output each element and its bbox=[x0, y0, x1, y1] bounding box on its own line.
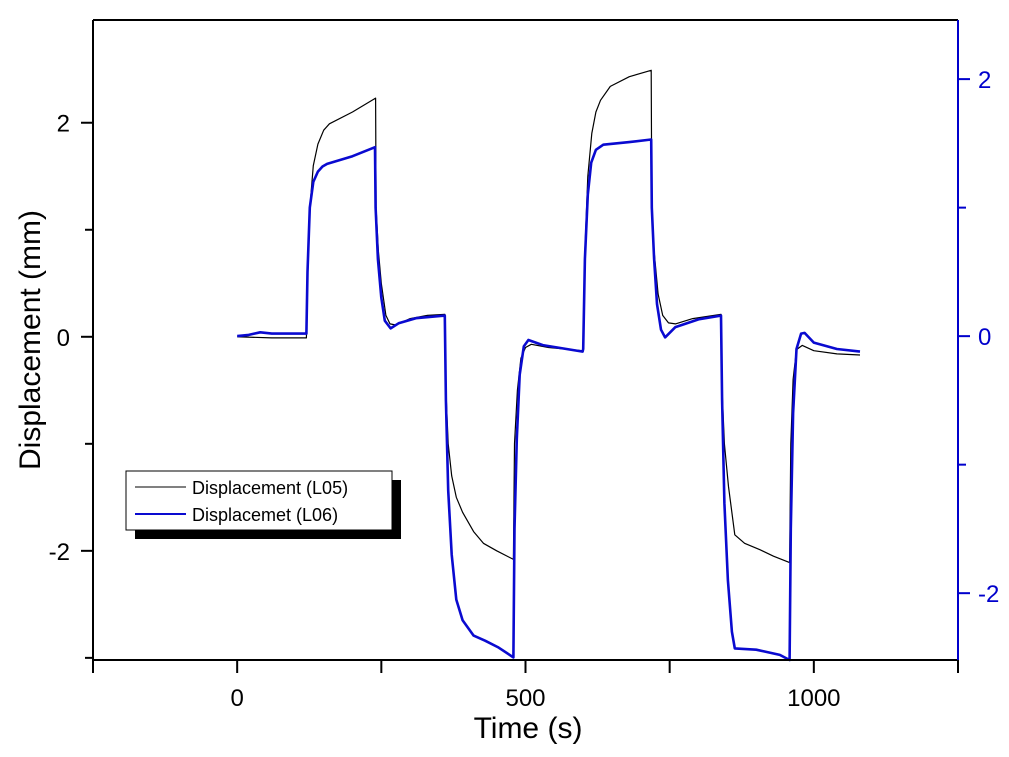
left-y-tick-label: 2 bbox=[57, 111, 70, 138]
right-y-tick-label: 0 bbox=[978, 324, 991, 351]
x-axis-title: Time (s) bbox=[474, 712, 583, 745]
left-y-tick-label: -2 bbox=[49, 539, 70, 566]
series-layer bbox=[237, 69, 861, 662]
x-tick-label: 1000 bbox=[787, 685, 840, 712]
axes-layer bbox=[92, 19, 959, 661]
y-axis-title: Displacement (mm) bbox=[14, 210, 47, 470]
left-y-tick-label: 0 bbox=[57, 325, 70, 352]
right-y-tick-label: -2 bbox=[978, 581, 999, 608]
legend: Displacement (L05) Displacemet (L06) bbox=[125, 470, 401, 539]
ticks-layer: 0 500 1000 2 0 -2 2 0 -2 bbox=[49, 67, 1000, 712]
x-tick-label: 500 bbox=[505, 685, 545, 712]
legend-label-l06: Displacemet (L06) bbox=[192, 505, 338, 525]
legend-label-l05: Displacement (L05) bbox=[192, 478, 348, 498]
x-tick-label: 0 bbox=[230, 685, 243, 712]
series-line-l06 bbox=[237, 138, 861, 662]
right-y-tick-label: 2 bbox=[978, 67, 991, 94]
legend-box bbox=[125, 470, 393, 531]
